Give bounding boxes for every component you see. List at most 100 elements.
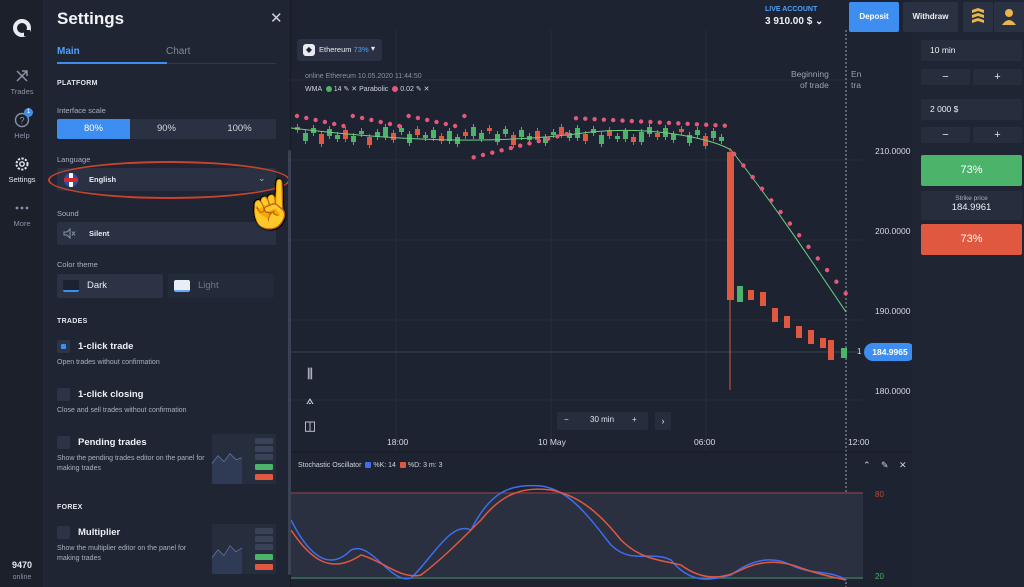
asset-pct: 73% <box>353 45 369 54</box>
edit-icon[interactable]: ✎ <box>881 460 889 470</box>
candle <box>599 135 604 144</box>
rail-item-help[interactable]: ? 1 Help <box>0 108 44 140</box>
candle <box>695 130 700 135</box>
parabolic-dot <box>592 116 597 122</box>
theme-light-label: Light <box>198 280 219 291</box>
amount-minus-button[interactable]: − <box>921 127 970 143</box>
collapse-icon[interactable]: ⌃ <box>863 460 871 470</box>
ethereum-icon: ◆ <box>303 44 315 56</box>
candle <box>808 330 814 344</box>
multiplier-preview <box>212 524 276 574</box>
candle <box>471 127 476 136</box>
multiplier-title: Multiplier <box>78 527 121 538</box>
amount-input[interactable]: 2 000 $ <box>921 99 1022 120</box>
deposit-button[interactable]: Deposit <box>849 2 899 32</box>
zoom-in-button[interactable]: + <box>632 415 637 424</box>
candle <box>319 134 324 144</box>
parabolic-dot <box>406 113 411 119</box>
end-of-trade-label: En tra <box>851 69 861 91</box>
duration-plus-button[interactable]: + <box>973 69 1022 85</box>
theme-dark-button[interactable]: Dark <box>57 274 163 298</box>
one-click-trade-title: 1-click trade <box>78 341 134 352</box>
candle <box>367 137 372 145</box>
price-chart[interactable] <box>291 0 912 587</box>
pending-trades-desc: Show the pending trades editor on the pa… <box>57 455 205 472</box>
online-status: online <box>12 574 32 581</box>
theme-light-button[interactable]: Light <box>168 274 274 298</box>
layout-tool-icon[interactable]: ◫ <box>303 418 317 433</box>
beginning-line1: Beginning <box>791 69 829 79</box>
asset-selector[interactable]: ◆ Ethereum 73% ▾ <box>297 39 382 61</box>
duration-input[interactable]: 10 min <box>921 40 1022 61</box>
parabolic-dot <box>620 118 625 123</box>
candles-tool-icon[interactable]: ⫼ <box>307 366 313 381</box>
parabolic-dot <box>434 119 439 125</box>
candle <box>631 137 636 142</box>
parabolic-dot <box>350 113 355 119</box>
lower-button[interactable]: 73% <box>921 224 1022 255</box>
chart-area[interactable]: ◆ Ethereum 73% ▾ online Ethereum 10.05.2… <box>291 0 916 587</box>
parabolic-dot <box>750 174 755 180</box>
candle <box>447 131 452 141</box>
settings-scrollbar[interactable] <box>288 150 291 575</box>
scale-option-80[interactable]: 80% <box>57 119 130 139</box>
withdraw-button[interactable]: Withdraw <box>903 2 958 32</box>
profile-icon[interactable] <box>994 2 1024 32</box>
parabolic-dot <box>666 120 672 126</box>
tab-chart[interactable]: Chart <box>166 46 191 57</box>
edit-icon[interactable]: ✎ <box>415 86 422 93</box>
one-click-closing-checkbox[interactable] <box>57 388 70 401</box>
candle <box>796 326 802 338</box>
candle <box>623 131 628 139</box>
parabolic-dot <box>387 121 393 127</box>
multiplier-checkbox[interactable] <box>57 526 70 539</box>
multiplier-desc: Show the multiplier editor on the panel … <box>57 545 187 562</box>
k-label: %K: 14 <box>373 462 396 469</box>
oscillator-legend: Stochastic Oscillator %K: 14 %D: 3 m: 3 <box>298 462 443 469</box>
amount-plus-button[interactable]: + <box>973 127 1022 143</box>
candle <box>841 348 847 358</box>
zoom-out-button[interactable]: − <box>564 415 569 424</box>
rail-item-trades[interactable]: Trades <box>0 68 44 96</box>
one-click-trade-checkbox[interactable] <box>57 340 70 353</box>
parabolic-dot <box>611 117 616 123</box>
close-icon[interactable]: ✕ <box>270 10 283 27</box>
edit-icon[interactable]: ✎ <box>343 86 350 93</box>
logo-icon <box>13 19 31 37</box>
parabolic-dot <box>536 138 541 144</box>
rail-label: Help <box>14 131 30 140</box>
rail-item-settings[interactable]: Settings <box>0 156 44 184</box>
parabolic-dot <box>378 119 383 125</box>
scale-option-90[interactable]: 90% <box>156 123 176 134</box>
rail-item-more[interactable]: More <box>0 200 44 228</box>
drawing-tool-icon[interactable]: ⟑ <box>306 392 314 407</box>
parabolic-dot <box>685 121 690 127</box>
pending-trades-preview <box>212 434 276 484</box>
candle <box>719 137 724 141</box>
remove-icon[interactable]: ✕ <box>423 86 430 93</box>
next-button[interactable]: › <box>655 412 671 430</box>
account-balance[interactable]: 3 910.00 $ ⌄ <box>765 16 823 27</box>
parabolic-dot <box>741 163 746 168</box>
parabolic-dot <box>815 256 820 261</box>
parabolic-dot <box>759 186 765 191</box>
rank-icon[interactable] <box>963 2 993 32</box>
parabolic-dot <box>518 143 523 148</box>
sound-dropdown[interactable]: Silent <box>57 222 276 245</box>
parabolic-dot <box>313 117 318 123</box>
candle <box>575 128 580 138</box>
remove-icon[interactable]: ✕ <box>351 86 358 93</box>
higher-button[interactable]: 73% <box>921 155 1022 186</box>
duration-minus-button[interactable]: − <box>921 69 970 85</box>
tab-main[interactable]: Main <box>57 46 80 57</box>
status-line: online Ethereum 10.05.2020 11:44:50 <box>305 73 422 80</box>
timeframe-value: 30 min <box>590 415 615 424</box>
close-icon[interactable]: ✕ <box>899 460 907 470</box>
trades-icon <box>16 70 28 82</box>
candle <box>655 133 660 137</box>
account-type: LIVE ACCOUNT <box>765 6 818 13</box>
time-tick: 18:00 <box>387 437 409 447</box>
candle <box>335 135 340 139</box>
scale-option-100[interactable]: 100% <box>227 123 252 134</box>
pending-trades-checkbox[interactable] <box>57 436 70 449</box>
